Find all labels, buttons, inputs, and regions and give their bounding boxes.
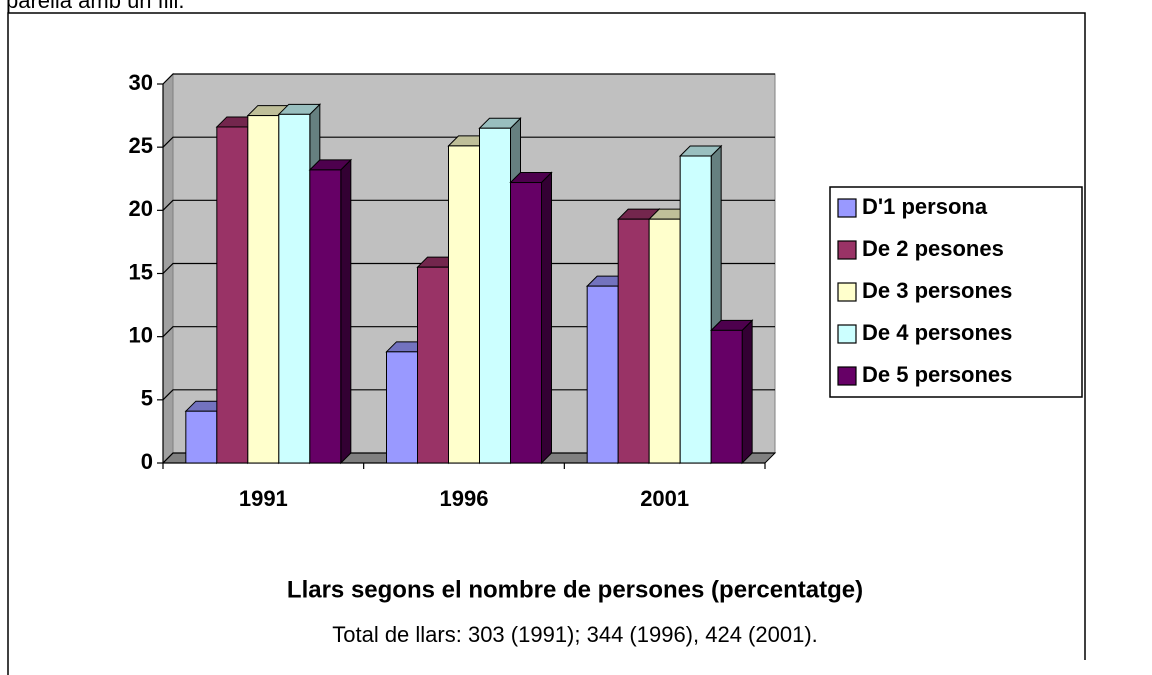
bar-front [479, 127, 511, 464]
legend-label: D'1 persona [862, 194, 988, 219]
bar-side [541, 171, 552, 465]
grid-line [162, 199, 775, 211]
bar-front [448, 145, 480, 464]
y-tick-label: 5 [141, 386, 153, 411]
y-tick-label: 15 [129, 259, 153, 284]
chart-title: Llars segons el nombre de persones (perc… [287, 576, 863, 603]
bar-front [648, 218, 681, 464]
bar-front [510, 182, 542, 464]
bar [709, 319, 754, 465]
x-tick-label: 1991 [239, 486, 288, 511]
legend-label: De 3 persones [862, 278, 1012, 303]
legend-swatch [837, 240, 857, 260]
bar-front [247, 115, 280, 464]
top-text: parella amb un fill. [6, 0, 185, 13]
y-tick-label: 0 [141, 449, 153, 474]
grid-line [162, 452, 775, 464]
bar-front [586, 285, 619, 464]
bar-front [417, 266, 449, 464]
legend-swatch [837, 198, 857, 218]
chart-frame [7, 12, 1086, 675]
legend-box [829, 186, 1083, 398]
y-tick-label: 20 [129, 196, 153, 221]
bar-front [309, 169, 342, 464]
grid-line [162, 136, 775, 148]
legend-swatch [837, 324, 857, 344]
bar-front [679, 155, 712, 464]
bar-front [185, 410, 218, 464]
bar-front [617, 218, 650, 464]
grid-line [162, 389, 775, 401]
bar-side [741, 319, 753, 465]
bar-front [710, 329, 743, 464]
grid-line [162, 262, 775, 274]
grid-line [162, 73, 775, 85]
x-tick-label: 1996 [440, 486, 489, 511]
bar [308, 158, 353, 465]
x-tick-label: 2001 [640, 486, 689, 511]
bar-side [340, 158, 352, 465]
legend-swatch [837, 282, 857, 302]
legend-swatch [837, 366, 857, 386]
bar-front [386, 351, 418, 464]
y-tick-label: 25 [129, 133, 153, 158]
legend-label: De 5 persones [862, 362, 1012, 387]
y-tick-label: 30 [129, 70, 153, 95]
legend-label: De 2 pesones [862, 236, 1004, 261]
legend-label: De 4 persones [862, 320, 1012, 345]
grid-line [162, 326, 775, 338]
bar-front [216, 126, 249, 464]
bar-front [278, 113, 311, 464]
chart-subtitle: Total de llars: 303 (1991); 344 (1996), … [332, 622, 818, 647]
bar [509, 171, 553, 465]
y-tick-label: 10 [129, 322, 153, 347]
